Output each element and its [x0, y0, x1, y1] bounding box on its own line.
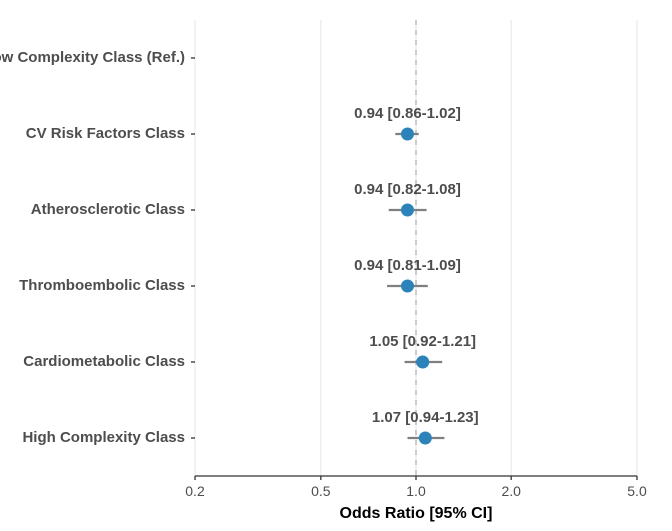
category-label: Low Complexity Class (Ref.) [0, 49, 185, 66]
value-label: 0.94 [0.86-1.02] [354, 105, 461, 122]
x-tick-label: 0.5 [311, 483, 331, 499]
point-estimate [401, 204, 414, 217]
category-label: High Complexity Class [22, 429, 185, 446]
x-tick-label: 5.0 [627, 483, 647, 499]
value-label: 1.07 [0.94-1.23] [372, 409, 479, 426]
category-label: Thromboembolic Class [19, 277, 185, 294]
point-estimate [401, 280, 414, 293]
point-estimate [401, 128, 414, 141]
x-tick-label: 0.2 [185, 483, 205, 499]
value-label: 0.94 [0.82-1.08] [354, 181, 461, 198]
category-label: CV Risk Factors Class [26, 125, 185, 142]
value-label: 1.05 [0.92-1.21] [369, 333, 476, 350]
category-label: Atherosclerotic Class [31, 201, 185, 218]
x-tick-label: 1.0 [406, 483, 426, 499]
x-tick-label: 2.0 [501, 483, 521, 499]
x-axis-title: Odds Ratio [95% CI] [340, 505, 493, 522]
category-label: Cardiometabolic Class [23, 353, 185, 370]
forest-plot: Low Complexity Class (Ref.) CV Risk Facto… [0, 0, 672, 531]
value-label: 0.94 [0.81-1.09] [354, 257, 461, 274]
point-estimate [416, 356, 429, 369]
point-estimate [419, 432, 432, 445]
